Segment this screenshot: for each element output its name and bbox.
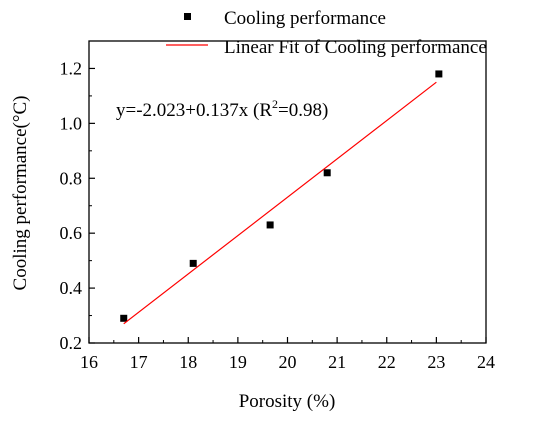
data-point-2	[266, 221, 274, 229]
legend: Cooling performance Linear Fit of Coolin…	[166, 8, 487, 58]
x-tick-label-23: 23	[427, 352, 445, 372]
y-tick-label-0.4: 0.4	[60, 278, 83, 298]
data-point-0	[120, 314, 128, 322]
data-point-3	[323, 169, 331, 177]
legend-label-cooling-performance: Cooling performance	[224, 8, 386, 29]
fit-equation-tail: =0.98)	[278, 100, 328, 121]
y-tick-label-0.2: 0.2	[60, 333, 83, 353]
linear-fit-line	[123, 81, 437, 325]
y-tick-label-0.6: 0.6	[60, 223, 83, 243]
x-tick-label-24: 24	[477, 352, 495, 372]
data-point-1	[189, 259, 197, 267]
legend-label-linear-fit: Linear Fit of Cooling performance	[224, 37, 487, 58]
data-point-4	[435, 70, 443, 78]
x-axis-title: Porosity (%)	[239, 391, 336, 412]
x-tick-label-21: 21	[328, 352, 346, 372]
x-tick-label-22: 22	[378, 352, 396, 372]
x-tick-label-18: 18	[179, 352, 197, 372]
fit-equation-main: y=-2.023+0.137x (R	[116, 100, 272, 121]
x-tick-label-20: 20	[279, 352, 297, 372]
legend-marker-cooling-performance	[184, 13, 191, 20]
y-axis-title: Cooling performance(°C)	[10, 96, 31, 291]
fit-equation-annotation: y=-2.023+0.137x (R2=0.98)	[116, 97, 328, 121]
plot-frame	[88, 40, 487, 344]
y-tick-label-1: 1.0	[60, 113, 83, 133]
y-tick-label-0.8: 0.8	[60, 168, 83, 188]
x-tick-label-19: 19	[229, 352, 247, 372]
y-tick-label-1.2: 1.2	[60, 58, 83, 78]
x-tick-label-16: 16	[80, 352, 98, 372]
series-layer	[120, 70, 443, 325]
fit-equation-superscript: 2	[272, 97, 278, 111]
x-axis-ticks: 16 17 18 19 20 21 22 23 24	[80, 337, 495, 372]
y-axis-ticks: 0.2 0.4 0.6 0.8 1.0 1.2	[60, 40, 95, 353]
x-tick-label-17: 17	[130, 352, 148, 372]
